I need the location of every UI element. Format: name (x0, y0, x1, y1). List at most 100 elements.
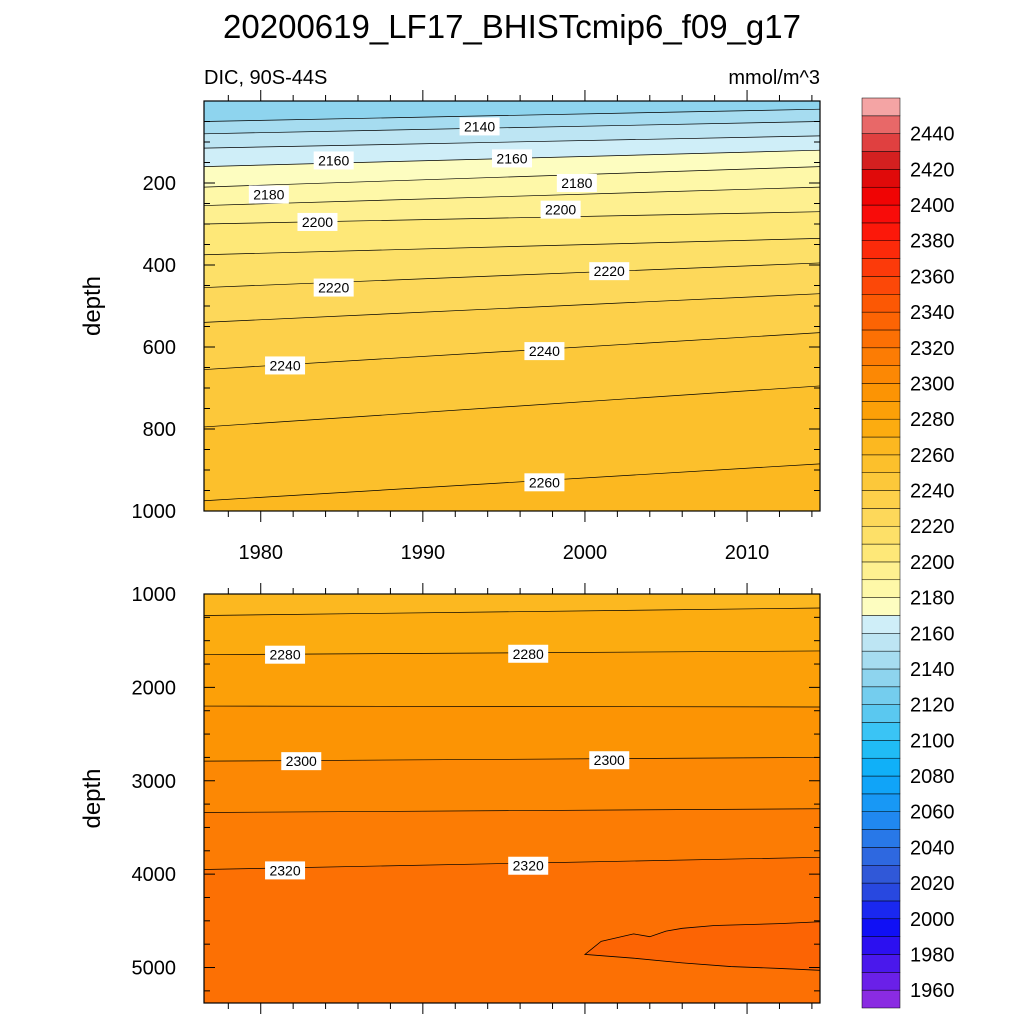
contour-line (204, 108, 820, 122)
colorbar-tick-label: 2340 (910, 302, 955, 324)
y-tick-label: 800 (143, 419, 176, 441)
colorbar-swatch (861, 490, 901, 509)
colorbar-tick-label: 2300 (910, 373, 955, 395)
svg-text:2200: 2200 (545, 202, 576, 218)
svg-text:2240: 2240 (529, 343, 560, 359)
colorbar-swatch (861, 757, 901, 777)
y-tick-label: 4000 (132, 864, 177, 886)
svg-text:2180: 2180 (561, 175, 592, 191)
colorbar-swatch (861, 472, 901, 491)
colorbar-tick-label: 2360 (910, 266, 955, 288)
contour-band-fill (204, 463, 820, 511)
colorbar-swatch (861, 133, 901, 152)
colorbar-swatch (861, 829, 901, 848)
lower-depth-panel: 2280 2280 2300 2300 2320 2320 1000 2000 3000 4000… (79, 583, 821, 1014)
contour-label: 2180 (556, 174, 597, 192)
svg-text:2160: 2160 (318, 152, 349, 168)
colorbar-swatch (861, 294, 901, 313)
colorbar-swatch (861, 508, 901, 527)
colorbar-swatch (861, 579, 901, 598)
colorbar-legend: 1960 1980 2000 2020 2040 2060 2080 2100 2120 2140… (861, 97, 955, 1009)
colorbar-swatch (861, 329, 901, 349)
colorbar-swatch (861, 186, 901, 206)
colorbar-swatch (861, 525, 901, 545)
colorbar-swatch (861, 276, 901, 295)
colorbar-tick-label: 2220 (910, 516, 955, 538)
y-tick-label: 600 (143, 337, 176, 359)
contour-line (204, 607, 820, 616)
colorbar-tick-label: 2120 (910, 695, 955, 717)
svg-text:2180: 2180 (253, 186, 284, 202)
colorbar-tick-label: 2040 (910, 837, 955, 859)
contour-line (204, 238, 820, 256)
colorbar-tick-label: 2440 (910, 124, 955, 146)
contour-label: 2260 (524, 473, 565, 492)
contour-line (204, 385, 820, 428)
colorbar-swatch (861, 615, 901, 634)
colorbar-swatch (861, 775, 901, 795)
contour-label: 2320 (508, 856, 549, 875)
colorbar-swatch (861, 436, 901, 456)
contour-label: 2240 (265, 356, 306, 375)
colorbar-swatch (861, 222, 901, 241)
y-tick-label: 3000 (132, 771, 177, 793)
colorbar-swatch (861, 633, 901, 652)
svg-text:2320: 2320 (269, 862, 300, 878)
colorbar-swatch (861, 865, 901, 884)
colorbar-tick-label: 2060 (910, 802, 955, 824)
colorbar-swatch (861, 115, 901, 134)
colorbar-swatch (861, 347, 901, 366)
colorbar-tick-label: 2240 (910, 481, 955, 503)
contour-line (204, 186, 820, 206)
colorbar-tick-label: 2160 (910, 623, 955, 645)
colorbar-swatch (861, 454, 901, 473)
y-tick-label: 2000 (132, 677, 177, 699)
contour-label: 2320 (265, 861, 306, 880)
colorbar-swatch (861, 365, 901, 384)
svg-text:2240: 2240 (269, 357, 300, 373)
contour-line (204, 293, 820, 323)
contour-label: 2160 (313, 151, 354, 170)
colorbar-swatch (861, 811, 901, 830)
colorbar-swatch (861, 900, 901, 920)
colorbar-tick-label: 2320 (910, 338, 955, 360)
svg-text:2220: 2220 (318, 280, 349, 296)
y-tick-label: 1000 (132, 584, 177, 606)
colorbar-tick-label: 2400 (910, 195, 955, 217)
colorbar-tick-label: 1980 (910, 944, 955, 966)
colorbar-swatch (861, 989, 901, 1009)
contour-label: 2300 (589, 751, 630, 770)
svg-text:2280: 2280 (513, 646, 544, 662)
chart-subtitle-left: DIC, 90S-44S (204, 67, 327, 89)
x-tick-label: 2000 (563, 542, 608, 564)
contour-line (204, 121, 820, 135)
x-tick-label: 1980 (238, 542, 283, 564)
contour-label: 2140 (459, 117, 500, 136)
colorbar-swatch (861, 204, 901, 224)
contour-line (204, 262, 820, 288)
contour-label: 2240 (524, 342, 565, 361)
contour-line (204, 166, 820, 188)
contour-label: 2180 (248, 185, 289, 204)
colorbar-tick-label: 2180 (910, 588, 955, 610)
contour-band-fill (204, 857, 820, 1003)
y-tick-label: 400 (143, 255, 176, 277)
svg-text:2300: 2300 (286, 753, 317, 769)
y-axis-label: depth (79, 276, 106, 336)
colorbar-swatch (861, 972, 901, 991)
colorbar-swatch (861, 918, 901, 937)
contour-label: 2160 (492, 149, 532, 168)
colorbar-swatch (861, 258, 901, 277)
colorbar-tick-label: 2280 (910, 409, 955, 431)
colorbar-swatch (861, 847, 901, 866)
colorbar-swatch (861, 240, 901, 259)
colorbar-swatch (861, 668, 901, 688)
colorbar-swatch (861, 954, 901, 973)
contour-label: 2200 (297, 212, 338, 231)
colorbar-swatch (861, 722, 901, 741)
contour-line (204, 332, 820, 370)
colorbar-swatch (861, 597, 901, 616)
contour-line (204, 135, 820, 149)
